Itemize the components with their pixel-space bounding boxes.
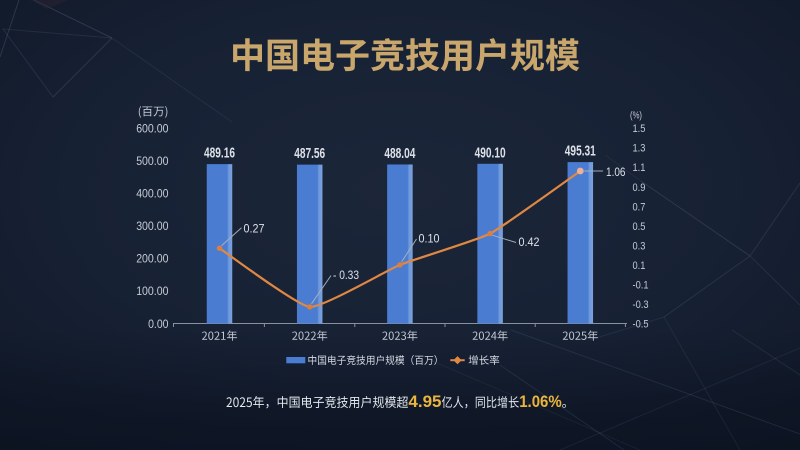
svg-text:1.5: 1.5	[633, 123, 646, 135]
svg-text:0.42: 0.42	[519, 235, 540, 249]
svg-text:1.1: 1.1	[633, 162, 646, 174]
svg-text:400.00: 400.00	[136, 187, 169, 201]
svg-text:1.06: 1.06	[606, 165, 626, 179]
svg-text:0.5: 0.5	[633, 221, 646, 233]
svg-text:(%): (%)	[630, 110, 642, 122]
svg-text:100.00: 100.00	[136, 284, 169, 298]
svg-text:200.00: 200.00	[136, 252, 169, 266]
svg-text:0.00: 0.00	[148, 317, 169, 331]
svg-text:4.95: 4.95	[408, 392, 441, 411]
svg-text:-0.5: -0.5	[633, 319, 649, 331]
svg-text:0.9: 0.9	[633, 182, 646, 194]
svg-text:1.06%: 1.06%	[519, 392, 562, 411]
svg-text:490.10: 490.10	[475, 144, 506, 161]
svg-text:0.27: 0.27	[244, 221, 265, 235]
svg-text:-0.3: -0.3	[633, 299, 649, 311]
svg-text:0.3: 0.3	[633, 240, 646, 252]
svg-text:489.16: 489.16	[204, 145, 235, 162]
svg-text:500.00: 500.00	[136, 154, 169, 168]
svg-text:0.1: 0.1	[633, 260, 646, 272]
svg-text:- 0.33: - 0.33	[333, 268, 359, 282]
svg-text:300.00: 300.00	[136, 219, 169, 233]
svg-text:0.7: 0.7	[633, 201, 646, 213]
svg-text:-0.1: -0.1	[633, 280, 649, 292]
svg-text:0.10: 0.10	[419, 231, 440, 245]
svg-text:600.00: 600.00	[136, 121, 169, 135]
svg-text:487.56: 487.56	[294, 145, 325, 162]
svg-text:1.3: 1.3	[633, 143, 646, 155]
svg-text:495.31: 495.31	[565, 143, 596, 160]
svg-text:488.04: 488.04	[384, 145, 415, 162]
